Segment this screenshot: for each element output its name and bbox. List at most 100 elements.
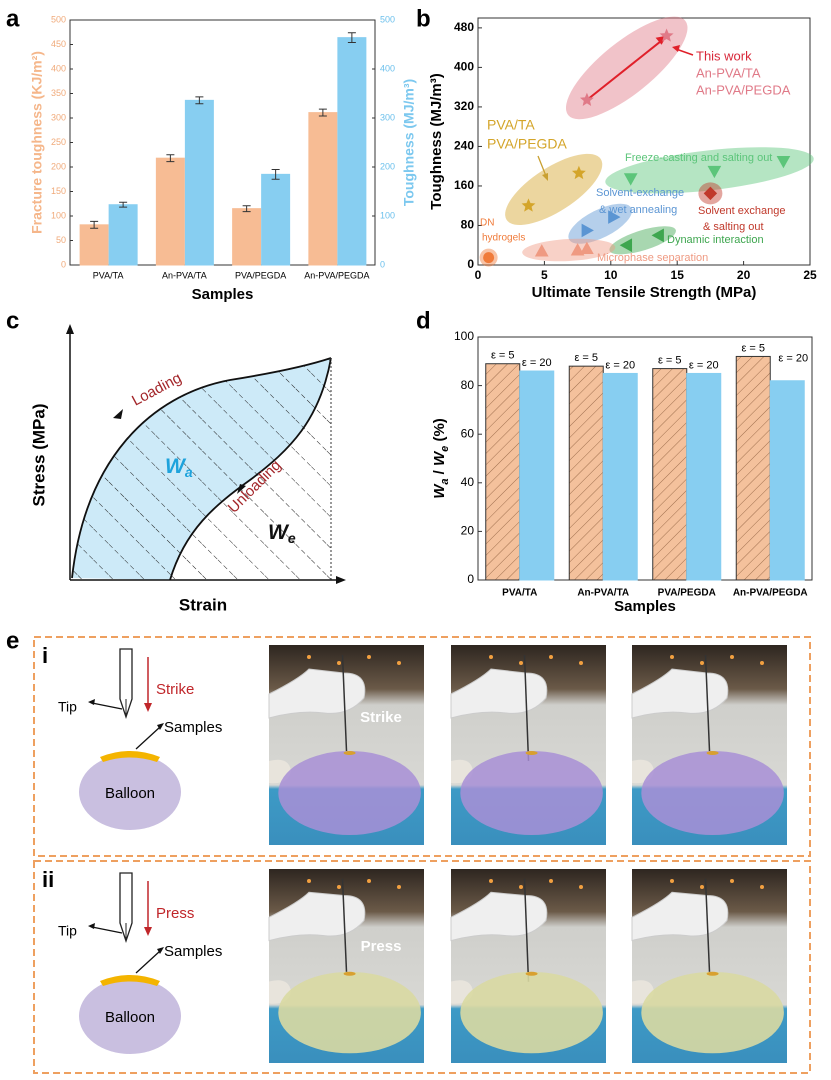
panel-label: e [6,627,19,654]
samples-label: Samples [164,943,222,960]
we-label: We [268,521,296,546]
y-label-part: a [439,479,451,485]
glove [268,668,366,719]
data-point [651,228,664,243]
arrowhead [144,703,152,712]
x-tick-label: An-PVA/PEGDA [733,588,808,599]
plot-frame [477,336,813,581]
x-label: Strain [179,595,227,614]
y-tick-label: 400 [51,63,66,73]
action-label: Strike [156,681,194,698]
pointer [135,950,161,974]
arrowhead [336,576,346,584]
y-tick-label: 80 [461,378,475,392]
y-tick-label: 160 [454,178,474,192]
data-point [483,252,495,264]
bar-label: ε = 5 [491,350,515,362]
bar-label: ε = 20 [778,353,808,365]
y-tick-label: 60 [461,426,475,440]
annotation: Solvent-exchange [596,187,684,199]
bar [652,368,688,581]
bar-label: ε = 20 [689,359,719,371]
bar [337,37,367,266]
needle [341,654,348,752]
data-point [534,244,549,257]
sample [100,751,160,762]
pointer [91,702,123,710]
pointer [91,926,123,934]
error-bar [347,32,356,44]
y-label-part: / [431,466,448,479]
panel-label: a [6,5,20,32]
annotation: Freeze-casting and salting out [625,152,772,164]
y-label: Toughness (MJ/m³) [428,73,445,209]
balloon [641,971,784,1054]
trend-arrow [586,39,664,101]
arrowhead [157,947,164,954]
y2-tick-label: 100 [380,210,395,220]
arrowhead [157,723,164,730]
sample [525,971,538,976]
x-tick-label: 25 [803,268,817,282]
light [670,879,674,883]
light [367,655,371,659]
light [337,885,341,889]
bar [519,370,555,581]
bar [232,208,262,266]
x-tick-label: An-PVA/TA [162,270,207,280]
needle [704,654,711,752]
x-tick-label: 10 [604,268,618,282]
light [519,661,523,665]
data-point [707,165,722,179]
y-label-part: W [431,450,448,466]
row-label: ii [42,867,54,892]
y-label: Stress (MPa) [29,404,48,507]
balloon-label: Balloon [105,1009,155,1026]
arrowhead [88,699,95,705]
plot-frame [477,17,811,266]
light [337,661,341,665]
bar [485,363,521,581]
y-tick-label: 250 [51,137,66,147]
light [579,661,583,665]
demo: i Strike Tip Samples Balloon Strike ii Press Tip… [42,643,787,1063]
y-tick-label: 40 [461,475,475,489]
bar [79,224,109,266]
action-label: Press [156,905,194,922]
light [519,885,523,889]
data-point [579,92,594,106]
y-tick-label: 80 [461,218,475,232]
data-point [659,28,674,42]
bar [155,157,185,266]
sub: e [288,530,296,546]
annotation: An-PVA/TA [696,65,761,80]
light [397,885,401,889]
error-bar [318,108,327,117]
y-tick-label: 50 [56,235,66,245]
needle [119,872,133,944]
y-label-part: (%) [431,418,448,446]
y-tick-label: 100 [51,210,66,220]
bar [308,112,338,266]
y-tick-label: 150 [51,186,66,196]
sub: a [185,464,193,480]
y-label: Wa / We (%) [431,418,451,499]
y-tick-label: 500 [51,14,66,24]
pointer [675,48,694,56]
light [489,879,493,883]
data-point [580,241,594,254]
x-tick-label: 5 [541,268,548,282]
sample [525,751,538,755]
demo-frame [33,636,811,857]
annotation: DN [480,218,494,229]
needle [119,648,133,720]
light [489,655,493,659]
data-point [571,165,586,180]
bar [769,380,805,581]
x-tick-label: An-PVA/TA [577,588,629,599]
samples-label: Samples [164,719,222,736]
y-tick-label: 400 [454,60,474,74]
light [700,885,704,889]
x-tick-label: 20 [737,268,751,282]
